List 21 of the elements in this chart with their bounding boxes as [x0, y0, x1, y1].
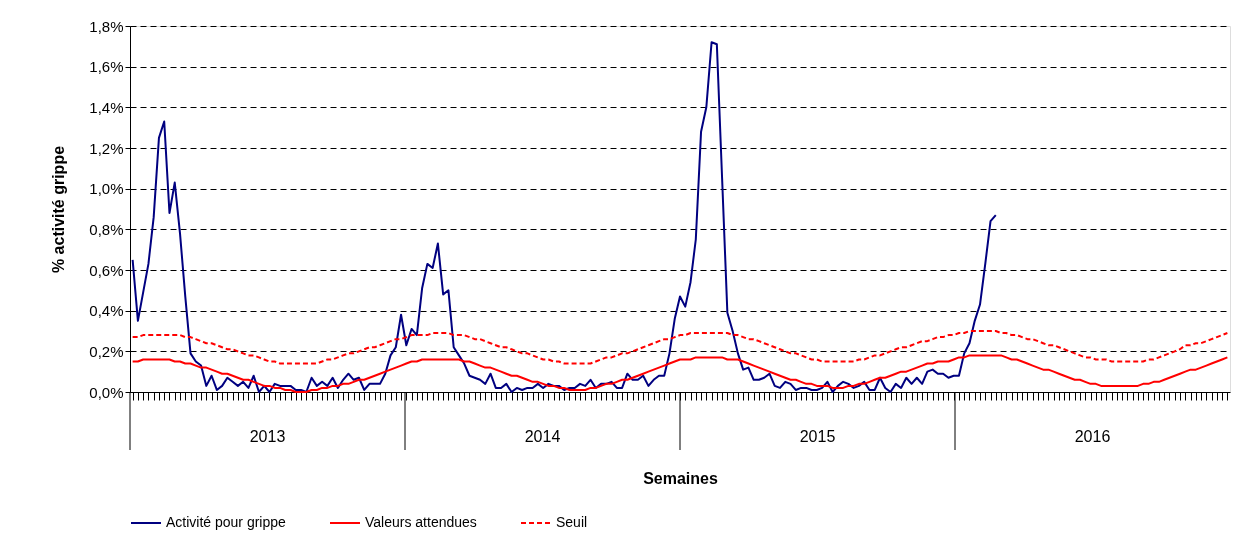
y-tick-label: 0,6%: [89, 261, 124, 279]
y-tick-label: 0,2%: [89, 342, 124, 360]
line-series: [131, 41, 997, 393]
y-tick-label: 0,4%: [89, 302, 124, 320]
text: 2015: [799, 428, 836, 445]
legend-label: Activité pour grippe: [166, 514, 287, 530]
x-axis-title: Semaines: [643, 470, 718, 487]
y-tick-label: 1,0%: [89, 180, 124, 198]
y-tick-label: 1,6%: [89, 58, 124, 76]
y-tick-label: 0,8%: [89, 220, 124, 238]
text: 2013: [249, 428, 286, 445]
y-tick-label: 0,0%: [89, 383, 124, 401]
text: 2014: [524, 428, 561, 445]
legend-label: Seuil: [556, 514, 588, 530]
y-tick-label: 1,8%: [89, 17, 124, 35]
y-tick-label: 1,4%: [89, 98, 124, 116]
text: 2016: [1074, 428, 1111, 445]
legend-label: Valeurs attendues: [365, 514, 477, 530]
line-series: [131, 330, 1229, 365]
y-axis-title: % activité grippe: [50, 145, 68, 274]
y-tick-label: 1,2%: [89, 139, 124, 157]
